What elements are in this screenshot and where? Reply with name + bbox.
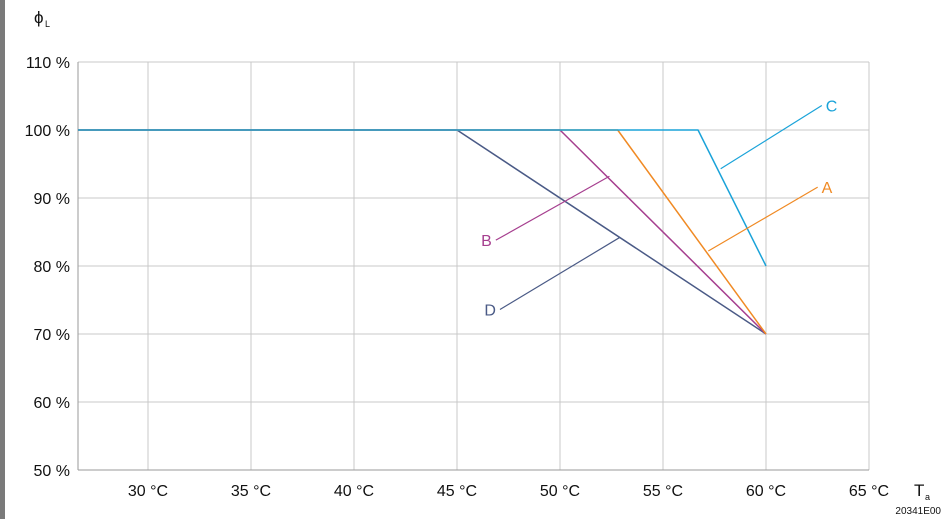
y-tick-label: 100 %	[25, 123, 70, 140]
axis-labels: A B C Dϕ L T a 20341E00	[34, 8, 941, 517]
series-label-b: B	[481, 233, 492, 250]
left-edge-bar	[0, 0, 5, 519]
x-axis-label: T	[914, 481, 924, 500]
grid-lines	[77, 61, 870, 471]
y-tick-label: 70 %	[34, 327, 70, 344]
tick-labels: 50 % 60 % 70 % 80 % 90 % 100 % 110 % 30 °C 35 °C…	[25, 55, 889, 500]
series-label-d: D	[484, 303, 496, 320]
y-tick-label: 110 %	[26, 55, 70, 72]
callout-line-a	[708, 186, 818, 252]
y-tick-label: 50 %	[34, 463, 70, 480]
callout-line-b	[495, 175, 610, 241]
x-tick-label: 55 °C	[643, 483, 683, 500]
series-label-a: A	[822, 180, 833, 197]
x-tick-label: 35 °C	[231, 483, 271, 500]
y-tick-label: 90 %	[34, 191, 70, 208]
series-label-c: C	[826, 99, 838, 116]
y-tick-label: 60 %	[34, 395, 70, 412]
figure-code: 20341E00	[895, 506, 941, 517]
callout-line-c	[720, 105, 823, 170]
x-tick-label: 30 °C	[128, 483, 168, 500]
y-axis-label-subscript: L	[45, 19, 50, 29]
series-line-c	[78, 129, 767, 267]
x-tick-label: 60 °C	[746, 483, 786, 500]
x-tick-label: 40 °C	[334, 483, 374, 500]
x-tick-label: 65 °C	[849, 483, 889, 500]
series-lines	[78, 105, 823, 335]
y-axis-label: ϕ	[34, 8, 44, 27]
x-tick-label: 50 °C	[540, 483, 580, 500]
y-tick-label: 80 %	[34, 259, 70, 276]
callout-line-d	[499, 236, 621, 311]
x-tick-label: 45 °C	[437, 483, 477, 500]
x-axis-label-subscript: a	[925, 492, 930, 502]
